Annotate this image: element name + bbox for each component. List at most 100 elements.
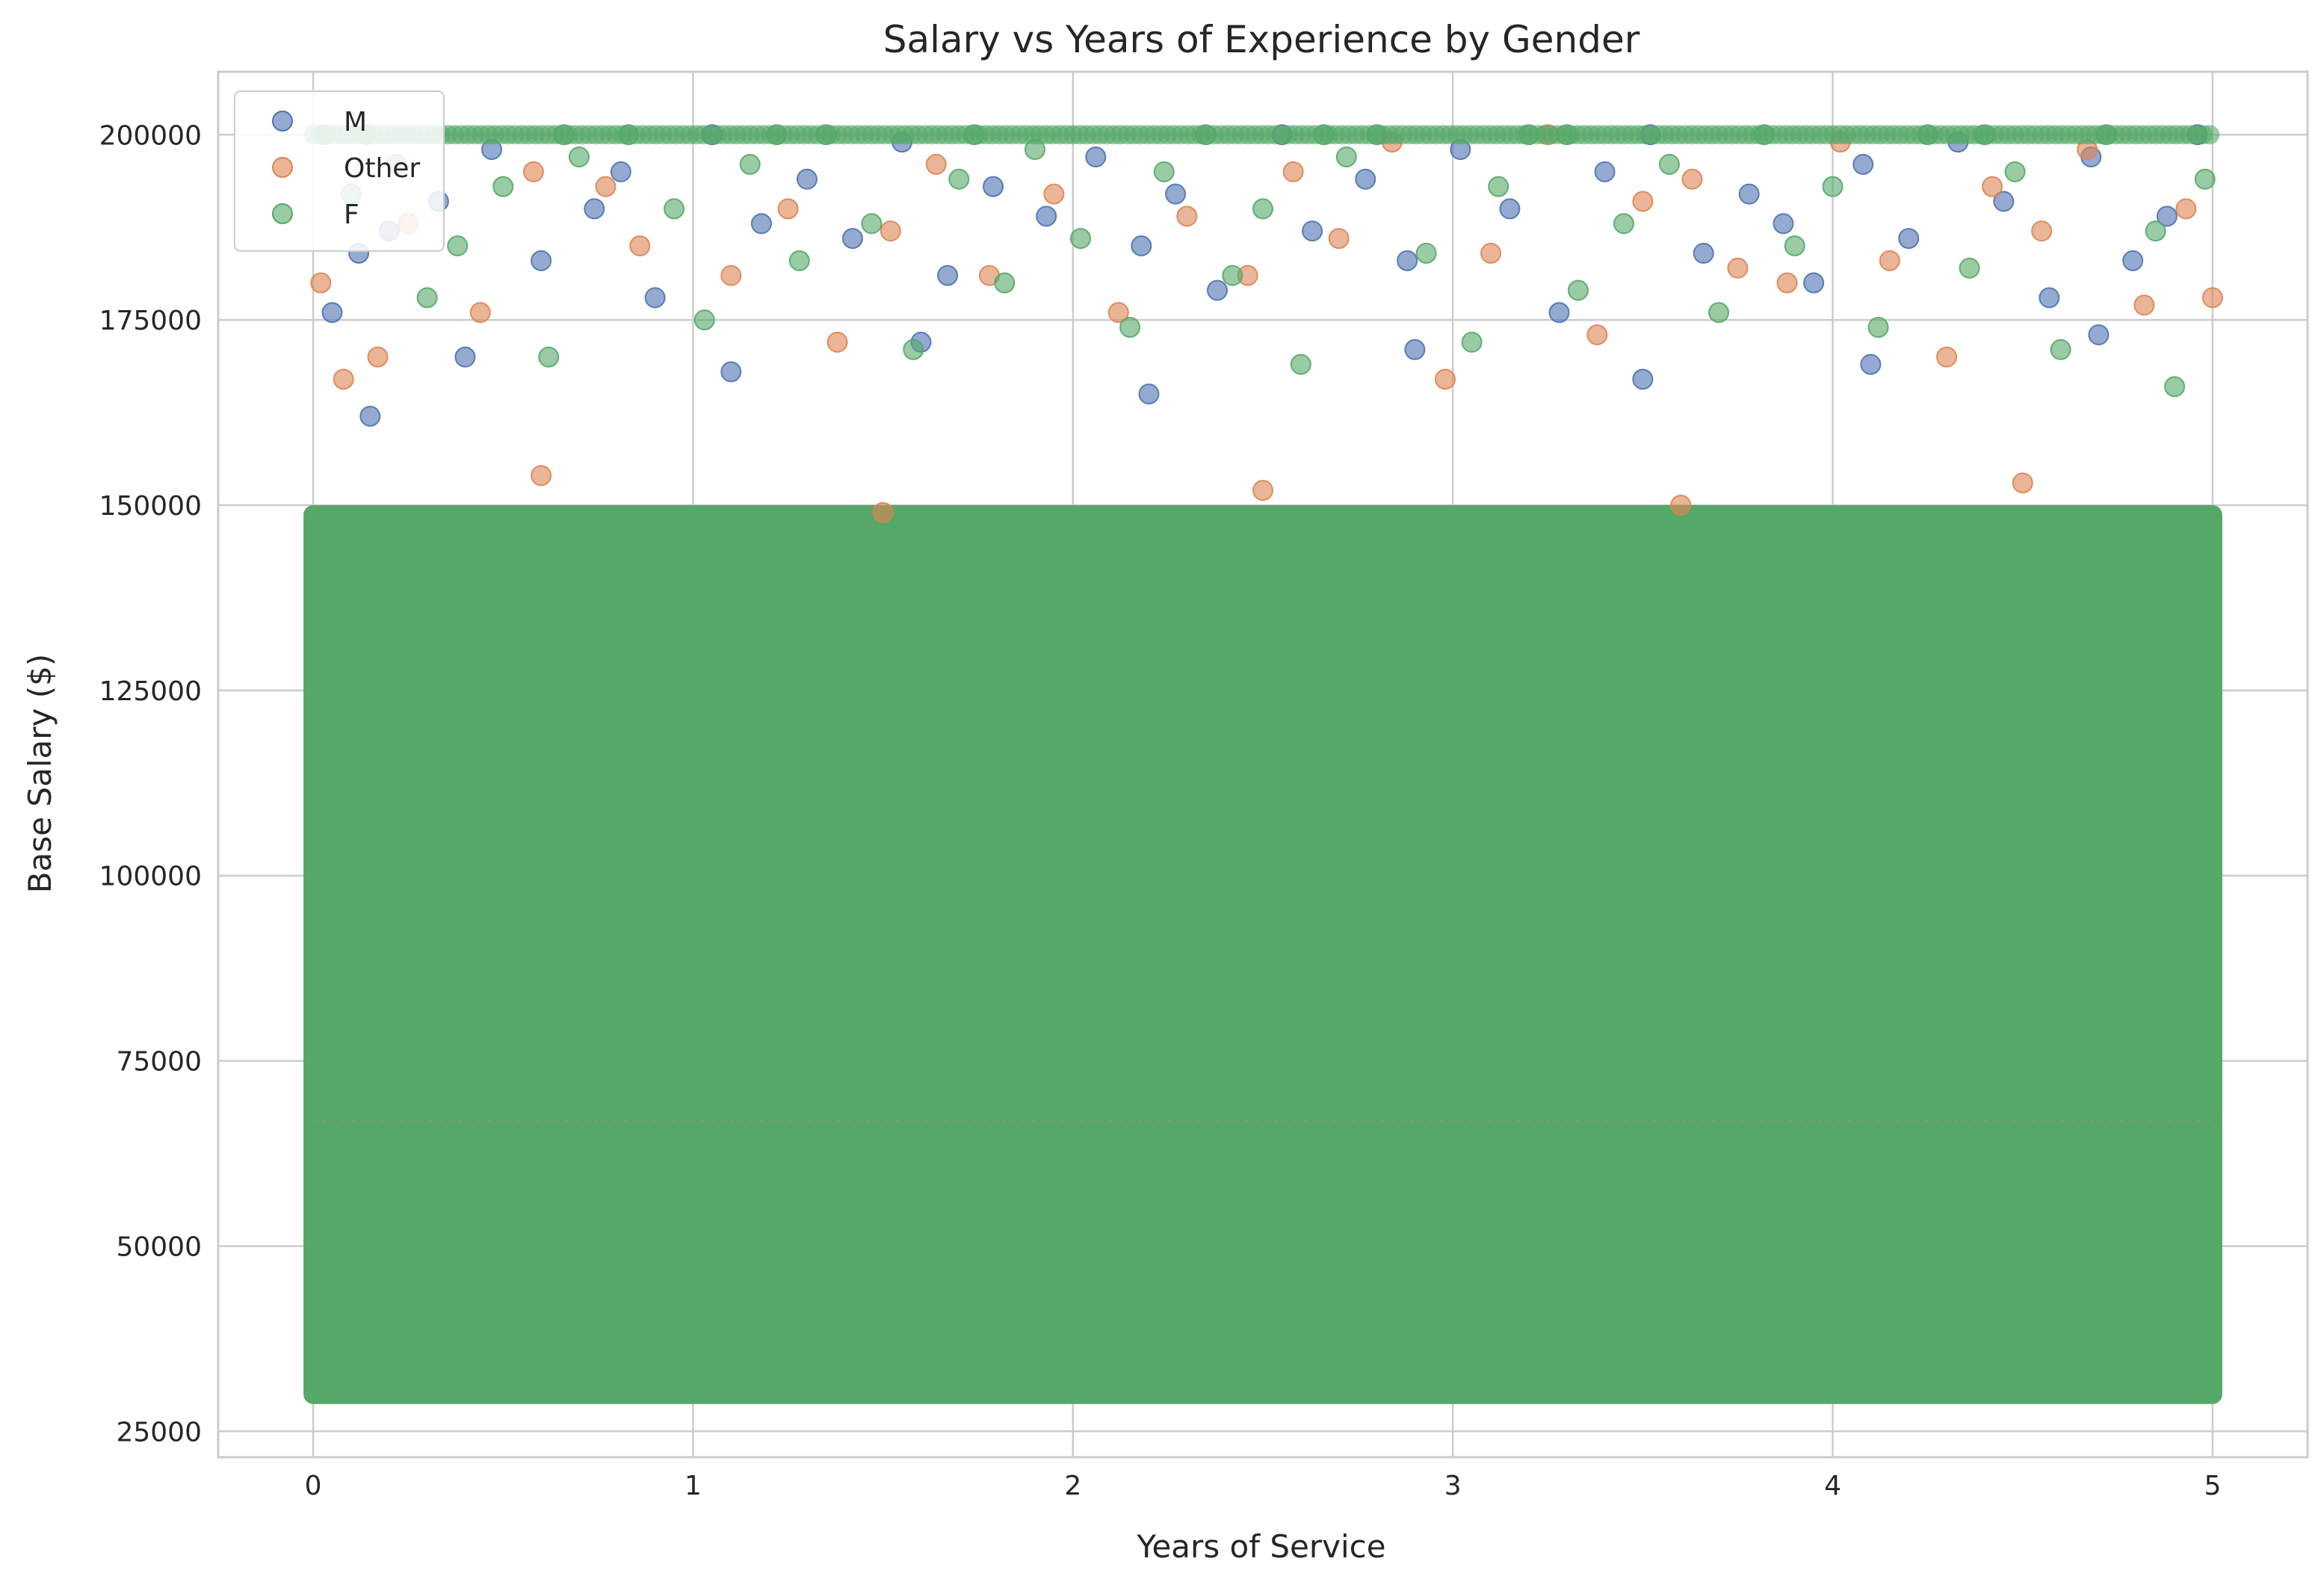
x-tick-label: 4	[1824, 1471, 1841, 1501]
point-f	[1567, 279, 1589, 301]
point-other	[1176, 206, 1198, 227]
point-f	[1069, 228, 1091, 250]
point-f	[664, 198, 685, 220]
point-other	[522, 161, 544, 182]
point-m	[1548, 302, 1570, 324]
point-other	[1252, 480, 1273, 501]
point-m	[1594, 161, 1616, 182]
point-f	[1119, 317, 1141, 339]
point-f	[1335, 146, 1357, 168]
point-f	[1153, 161, 1175, 182]
legend-label-f: F	[344, 200, 359, 230]
y-tick-label: 125000	[99, 676, 202, 707]
point-m	[983, 176, 1004, 197]
y-tick-label: 150000	[99, 491, 202, 522]
point-other	[1435, 368, 1456, 390]
point-other	[720, 265, 742, 286]
x-tick-label: 1	[684, 1471, 702, 1501]
point-f	[568, 146, 590, 168]
point-m	[1860, 353, 1882, 375]
point-m	[937, 265, 959, 286]
point-other	[1107, 302, 1129, 324]
point-m	[1206, 279, 1228, 301]
point-f	[1867, 317, 1889, 339]
point-f	[492, 176, 514, 197]
point-m	[841, 228, 863, 250]
point-m	[1138, 383, 1160, 405]
point-m	[796, 168, 818, 190]
y-tick-label: 100000	[99, 862, 202, 892]
point-m	[2039, 287, 2060, 309]
point-m	[1993, 191, 2015, 212]
point-other	[1681, 168, 1703, 190]
point-other	[1282, 161, 1304, 182]
legend-marker-f	[272, 203, 293, 224]
y-tick-label: 175000	[99, 306, 202, 336]
point-f	[538, 346, 560, 368]
point-m	[1355, 168, 1376, 190]
dense-point-band	[303, 504, 2222, 1404]
point-m	[531, 250, 552, 271]
point-f	[903, 339, 924, 360]
point-other	[826, 331, 848, 353]
point-f	[1488, 176, 1509, 197]
y-tick-label: 200000	[99, 120, 202, 151]
point-other	[1670, 494, 1692, 516]
point-f	[693, 309, 715, 331]
point-f	[1959, 257, 1980, 279]
point-other	[1982, 176, 2003, 197]
point-m	[1693, 242, 1714, 264]
x-tick-label: 0	[305, 1471, 322, 1501]
point-other	[2031, 220, 2053, 242]
point-m	[750, 213, 772, 235]
point-other	[1879, 250, 1900, 271]
legend: M Other F	[234, 90, 445, 252]
point-f	[948, 168, 970, 190]
y-tick-label: 75000	[116, 1047, 202, 1078]
y-tick-label: 25000	[116, 1417, 202, 1448]
point-f	[1708, 302, 1730, 324]
legend-marker-m	[272, 111, 293, 132]
point-other	[2012, 472, 2033, 494]
point-m	[454, 346, 476, 368]
point-other	[872, 501, 894, 523]
point-m	[2156, 206, 2178, 227]
point-m	[359, 406, 381, 427]
legend-label-m: M	[344, 107, 367, 138]
point-other	[531, 465, 552, 486]
point-other	[1328, 228, 1350, 250]
point-other	[1043, 183, 1065, 205]
point-f	[416, 287, 438, 309]
point-f	[2050, 339, 2071, 360]
legend-label-other: Other	[344, 153, 420, 184]
point-other	[595, 176, 616, 197]
point-other	[1586, 324, 1608, 345]
point-m	[720, 361, 742, 383]
point-m	[2122, 250, 2144, 271]
x-tick-label: 5	[2204, 1471, 2221, 1501]
point-other	[1632, 191, 1654, 212]
point-m	[1131, 235, 1152, 256]
point-other	[1727, 257, 1749, 279]
point-m	[1302, 220, 1323, 242]
point-f	[1415, 242, 1437, 264]
point-f	[447, 235, 469, 256]
point-other	[2201, 287, 2223, 309]
point-other	[2133, 294, 2155, 316]
point-other	[333, 368, 354, 390]
plot-frame	[217, 70, 2309, 1459]
point-f	[2145, 220, 2166, 242]
point-m	[1499, 198, 1521, 220]
point-m	[1773, 213, 1794, 235]
point-f	[2194, 168, 2216, 190]
scatter-points	[303, 124, 2223, 523]
point-m	[1404, 339, 1426, 360]
point-m	[2088, 324, 2110, 345]
point-m	[1852, 153, 1874, 175]
point-other	[310, 272, 332, 294]
point-other	[777, 198, 799, 220]
point-m	[644, 287, 666, 309]
cap-point	[2200, 125, 2220, 145]
salary-cap-row	[303, 125, 2220, 145]
